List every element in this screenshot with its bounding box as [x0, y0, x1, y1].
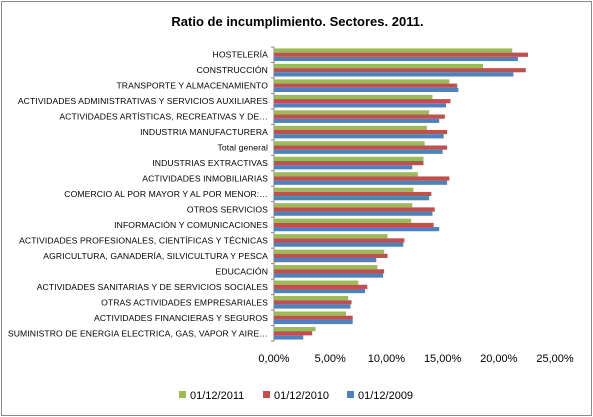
- bar-2011: [274, 265, 378, 270]
- bar-2010: [274, 284, 368, 289]
- x-tick-label: 20,00%: [480, 353, 518, 365]
- bar-2010: [274, 300, 352, 305]
- bar-2010: [274, 253, 388, 258]
- bar-2009: [274, 180, 448, 185]
- bar-2011: [274, 311, 346, 316]
- legend-swatch: [179, 391, 186, 398]
- category-label: COMERCIO AL POR MAYOR Y AL POR MENOR:…: [64, 189, 268, 199]
- bar-2009: [274, 304, 351, 309]
- category-label: INFORMACIÓN Y COMUNICACIONES: [114, 220, 268, 230]
- x-tick-label: 15,00%: [424, 353, 462, 365]
- bar-2009: [274, 56, 518, 62]
- bar-2011: [274, 280, 359, 285]
- bar-2010: [274, 68, 526, 73]
- bar-2010: [274, 83, 458, 88]
- bar-2010: [274, 176, 450, 181]
- bar-2009: [274, 134, 444, 139]
- bar-2011: [274, 94, 433, 100]
- bar-2009: [274, 242, 404, 247]
- bar-2009: [274, 257, 377, 263]
- category-label: ACTIVIDADES PROFESIONALES, CIENTÍFICAS Y…: [19, 235, 268, 245]
- bar-2009: [274, 149, 443, 154]
- bar-2009: [274, 72, 514, 77]
- category-label: ACTIVIDADES INMOBILIARIAS: [142, 174, 268, 184]
- bar-2010: [274, 315, 353, 320]
- bar-2010: [274, 238, 405, 243]
- bar-2011: [274, 296, 349, 301]
- bar-2010: [274, 269, 385, 274]
- bar-2011: [274, 141, 425, 146]
- bar-2009: [274, 273, 384, 278]
- bar-2010: [274, 191, 432, 197]
- bar-2010: [274, 52, 529, 57]
- category-label: INDUSTRIA MANUFACTURERA: [140, 127, 268, 137]
- legend-label: 01/12/2009: [358, 390, 413, 402]
- category-label: OTRAS ACTIVIDADES EMPRESARIALES: [101, 297, 268, 307]
- bar-2010: [274, 160, 424, 166]
- bar-2010: [274, 207, 435, 212]
- bar-2011: [274, 48, 513, 53]
- category-label: ACTIVIDADES SANITARIAS Y DE SERVICIOS SO…: [37, 282, 268, 292]
- category-label: AGRICULTURA, GANADERÍA, SILVICULTURA Y P…: [43, 251, 268, 261]
- bar-2009: [274, 335, 304, 340]
- category-label: HOSTELERÍA: [213, 50, 269, 60]
- bar-2011: [274, 326, 316, 332]
- bar-2009: [274, 103, 446, 108]
- category-label: Total general: [217, 143, 268, 153]
- bar-2011: [274, 172, 418, 177]
- bar-2009: [274, 211, 433, 216]
- legend-swatch: [263, 391, 270, 398]
- category-label: CONSTRUCCIÓN: [197, 65, 268, 75]
- category-label: TRANSPORTE Y ALMACENAMIENTO: [116, 81, 268, 91]
- bar-2011: [274, 187, 414, 192]
- bar-2010: [274, 145, 448, 150]
- bar-2011: [274, 218, 412, 223]
- x-tick-label: 10,00%: [368, 353, 406, 365]
- category-label: EDUCACIÓN: [216, 266, 268, 276]
- chart-title: Ratio de incumplimiento. Sectores. 2011.: [171, 14, 424, 29]
- x-tick-label: 5,00%: [315, 353, 346, 365]
- category-label: OTROS SERVICIOS: [187, 204, 268, 214]
- legend-label: 01/12/2010: [274, 390, 329, 402]
- bar-2009: [274, 288, 366, 294]
- legend-swatch: [347, 391, 354, 398]
- category-label: ACTIVIDADES FINANCIERAS Y SEGUROS: [94, 313, 268, 323]
- bar-2010: [274, 130, 448, 135]
- bar-2010: [274, 99, 451, 104]
- x-tick-label: 0,00%: [258, 353, 289, 365]
- bar-2009: [274, 319, 353, 325]
- bar-2011: [274, 249, 385, 254]
- bar-2011: [274, 125, 427, 131]
- bar-2009: [274, 165, 413, 170]
- bar-2010: [274, 222, 434, 228]
- bar-2009: [274, 196, 430, 201]
- category-label: SUMINISTRO DE ENERGIA ELECTRICA, GAS, VA…: [8, 328, 268, 338]
- category-label: ACTIVIDADES ADMINISTRATIVAS Y SERVICIOS …: [18, 96, 268, 106]
- bar-2009: [274, 118, 440, 123]
- bar-2011: [274, 156, 424, 161]
- legend-label: 01/12/2011: [190, 390, 244, 402]
- bar-2009: [274, 227, 440, 232]
- bar-2009: [274, 87, 459, 92]
- bar-2011: [274, 79, 450, 84]
- bar-2010: [274, 114, 445, 119]
- bar-2011: [274, 203, 413, 208]
- bar-2010: [274, 331, 313, 336]
- category-label: ACTIVIDADES ARTÍSTICAS, RECREATIVAS Y DE…: [59, 112, 268, 122]
- x-tick-label: 25,00%: [536, 353, 574, 365]
- bar-2011: [274, 234, 388, 239]
- category-label: INDUSTRIAS EXTRACTIVAS: [152, 158, 268, 168]
- bar-2011: [274, 63, 484, 69]
- bar-2011: [274, 110, 430, 115]
